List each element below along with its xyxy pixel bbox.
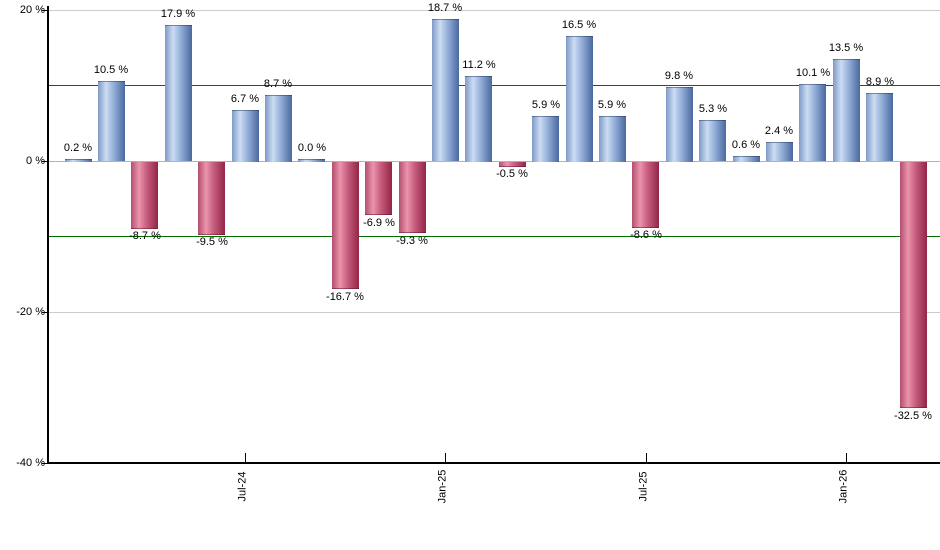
bar [98,81,125,161]
bar [298,159,325,162]
bar-value-label: 8.7 % [263,78,293,90]
x-tick-label: Jul-24 [236,471,249,502]
bar-value-label: 16.5 % [561,19,597,31]
bar [566,36,593,162]
x-tick [646,453,647,464]
bar [131,162,158,229]
bar-value-label: -9.3 % [396,235,428,247]
bar-value-label: 18.7 % [427,2,463,14]
y-axis-line [47,6,49,464]
bar [499,162,526,167]
x-tick [245,453,246,464]
bar [733,156,760,162]
bar-value-label: 0.2 % [63,142,93,154]
y-tick-label: -20 % [16,306,45,318]
bar [365,162,392,215]
x-tick [846,453,847,464]
bar-value-label: 0.6 % [731,139,761,151]
y-tick-label: 20 % [19,4,45,16]
bar-value-label: 13.5 % [828,42,864,54]
bar-value-label: 0.0 % [297,142,327,154]
x-tick [445,453,446,464]
bar [399,162,426,233]
bar-value-label: -16.7 % [326,291,364,303]
bar [766,142,793,161]
y-tick [42,161,47,162]
bar-value-label: 17.9 % [160,8,196,20]
bar [699,120,726,161]
bar-value-label: 6.7 % [230,93,260,105]
reference-line [49,85,940,86]
gridline [49,161,940,162]
bar [165,25,192,161]
bar-value-label: -6.9 % [363,217,395,229]
bar [900,162,927,408]
bar [432,19,459,161]
bar-value-label: 2.4 % [764,125,794,137]
bar [532,116,559,162]
x-tick-label: Jan-26 [837,469,850,504]
bar-value-label: 5.3 % [698,103,728,115]
bar [198,162,225,235]
bar-value-label: 8.9 % [865,76,895,88]
bar [232,110,259,162]
bar-value-label: 5.9 % [531,99,561,111]
y-tick-label: -40 % [16,457,45,469]
bar [833,59,860,162]
bar-value-label: -9.5 % [196,236,228,248]
y-tick [42,312,47,313]
bar [65,159,92,162]
bar [265,95,292,162]
y-tick [42,10,47,11]
y-tick-label: 0 % [26,155,45,167]
gridline [49,312,940,313]
bar [465,76,492,162]
gridline [49,10,940,11]
bar [799,84,826,161]
bar-value-label: 9.8 % [664,70,694,82]
bar-value-label: -0.5 % [496,168,528,180]
bar [332,162,359,289]
bar-value-label: 5.9 % [597,99,627,111]
bar-value-label: -8.6 % [630,229,662,241]
bar-value-label: -32.5 % [894,410,932,422]
bar-value-label: 10.5 % [93,64,129,76]
bar-value-label: -8.7 % [129,230,161,242]
bar [632,162,659,228]
x-tick-label: Jul-25 [637,471,650,502]
bar-value-label: 11.2 % [462,59,496,71]
bar [666,87,693,162]
reference-line [49,236,940,237]
bar [599,116,626,162]
x-axis-line [47,462,940,464]
x-tick-label: Jan-25 [436,469,449,504]
bar-value-label: 10.1 % [795,67,831,79]
bar [866,93,893,161]
y-tick [42,463,47,464]
